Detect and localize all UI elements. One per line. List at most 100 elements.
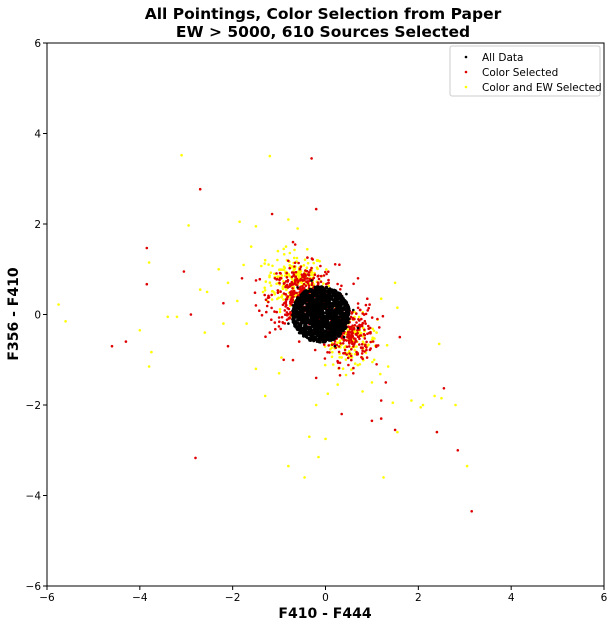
color-and-ew-selected-point	[282, 268, 286, 272]
color-selected-point	[345, 345, 349, 349]
color-and-ew-selected-point	[278, 310, 282, 314]
color-and-ew-selected-point	[263, 394, 267, 398]
color-selected-point	[286, 280, 290, 283]
color-selected-point	[398, 335, 402, 339]
all-data-point	[338, 305, 342, 309]
color-selected-point	[352, 372, 355, 375]
color-selected-point	[305, 280, 308, 284]
all-data-point	[345, 292, 348, 296]
all-data-point	[309, 296, 313, 300]
all-data-point	[342, 315, 346, 319]
color-selected-point	[309, 268, 312, 272]
color-and-ew-selected-point	[57, 303, 60, 306]
color-selected-point	[354, 337, 357, 341]
color-and-ew-selected-point	[254, 367, 258, 371]
x-tick-label: 0	[322, 592, 329, 604]
all-data-point	[312, 314, 316, 318]
all-data-point	[316, 285, 320, 289]
color-and-ew-selected-point	[270, 298, 274, 301]
color-selected-point	[264, 335, 267, 339]
color-and-ew-selected-point	[355, 345, 358, 348]
all-data-point	[305, 321, 308, 325]
color-and-ew-selected-point	[288, 264, 292, 267]
color-selected-point	[361, 312, 365, 315]
color-selected-point	[367, 306, 371, 310]
color-selected-point	[393, 428, 397, 432]
color-selected-point	[356, 331, 359, 335]
color-and-ew-selected-point	[226, 281, 230, 285]
color-and-ew-selected-point	[465, 464, 469, 468]
color-selected-point	[281, 321, 285, 324]
color-and-ew-selected-point	[323, 363, 327, 367]
color-and-ew-selected-point	[336, 383, 340, 386]
color-selected-point	[340, 284, 343, 288]
color-and-ew-selected-point	[292, 256, 296, 260]
color-selected-point	[347, 363, 350, 367]
color-selected-point	[198, 187, 202, 191]
color-and-ew-selected-point	[275, 282, 278, 286]
all-data-point	[327, 323, 331, 327]
color-and-ew-selected-point	[391, 401, 395, 405]
color-and-ew-selected-point	[277, 372, 281, 375]
color-and-ew-selected-point	[293, 248, 296, 252]
color-selected-point	[381, 314, 385, 318]
color-selected-point	[360, 323, 364, 327]
color-and-ew-selected-point	[341, 367, 345, 371]
all-data-point	[330, 307, 334, 311]
all-data-point	[301, 331, 304, 334]
all-data-point	[336, 305, 339, 309]
color-selected-point	[355, 350, 358, 354]
all-data-point	[298, 306, 302, 310]
color-and-ew-selected-point	[271, 290, 275, 293]
color-and-ew-selected-point	[166, 315, 169, 319]
color-and-ew-selected-point	[147, 365, 151, 368]
points-layer	[57, 153, 474, 513]
all-data-point	[321, 328, 325, 332]
color-selected-point	[295, 291, 299, 295]
all-data-point	[296, 327, 300, 331]
all-data-point	[328, 316, 332, 320]
color-selected-point	[359, 308, 362, 312]
color-selected-point	[339, 288, 342, 291]
color-and-ew-selected-point	[264, 280, 268, 283]
color-selected-point	[352, 366, 355, 370]
color-selected-point	[335, 343, 339, 347]
color-selected-point	[348, 334, 352, 338]
all-data-point	[342, 324, 346, 328]
color-and-ew-selected-point	[273, 272, 276, 276]
color-selected-point	[351, 317, 355, 321]
color-selected-point	[338, 361, 342, 365]
all-data-point	[342, 322, 346, 326]
all-data-point	[335, 321, 339, 325]
color-selected-point	[362, 332, 366, 336]
color-selected-point	[297, 340, 301, 343]
color-and-ew-selected-point	[276, 249, 280, 253]
color-and-ew-selected-point	[375, 331, 378, 334]
all-data-point	[328, 332, 332, 336]
all-data-point	[326, 317, 330, 321]
color-selected-point	[327, 278, 330, 282]
color-selected-point	[358, 337, 361, 341]
color-selected-point	[345, 339, 349, 342]
color-selected-point	[328, 351, 331, 354]
color-selected-point	[302, 274, 306, 277]
all-data-point	[312, 338, 316, 342]
color-selected-point	[299, 265, 303, 269]
color-and-ew-selected-point	[280, 356, 283, 359]
color-selected-point	[340, 412, 344, 416]
legend-box	[449, 45, 601, 97]
color-selected-point	[358, 343, 361, 346]
color-selected-point	[145, 282, 149, 286]
color-selected-point	[290, 290, 293, 293]
all-data-point	[314, 332, 318, 335]
color-selected-point	[273, 321, 277, 324]
color-selected-point	[470, 510, 474, 513]
all-data-point	[308, 338, 312, 342]
color-selected-point	[311, 258, 315, 261]
all-data-point	[303, 301, 307, 305]
color-selected-point	[379, 417, 383, 420]
color-and-ew-selected-point	[295, 256, 299, 260]
legend-marker-color-ew-selected	[464, 85, 468, 89]
color-and-ew-selected-point	[283, 274, 287, 278]
